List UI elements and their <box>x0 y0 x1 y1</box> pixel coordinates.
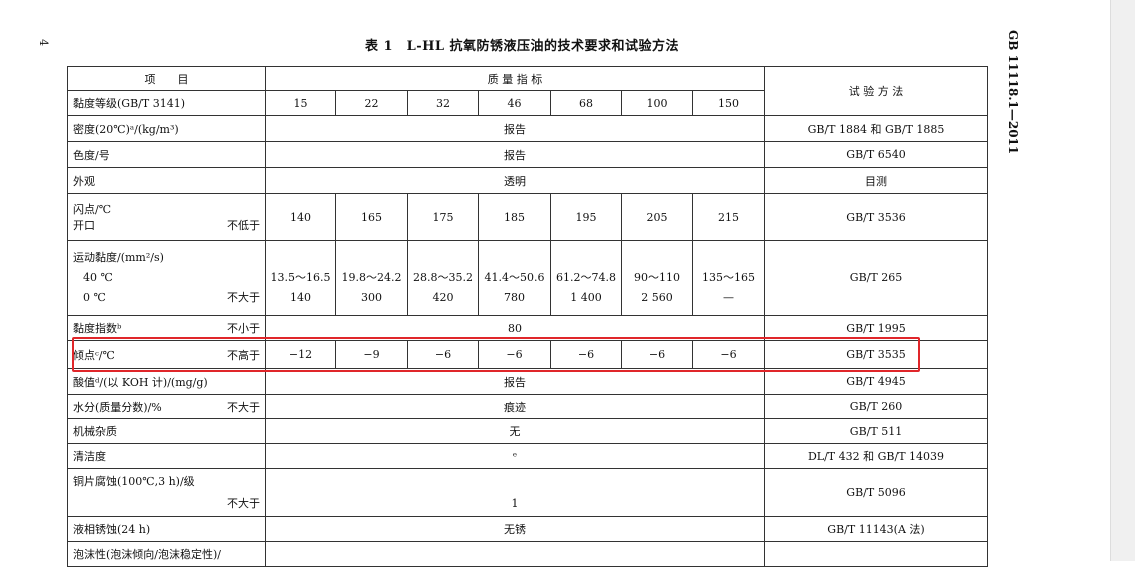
table-row: 液相锈蚀(24 h) 无锈 GB/T 11143(A 法) <box>67 516 988 542</box>
spec-table: 项 目质 量 指 标试 验 方 法 黏度等级(GB/T 3141) 15 22 32… <box>67 66 988 567</box>
table-row: 色度/号 报告 GB/T 6540 <box>67 141 988 168</box>
header-method: 试 验 方 法 <box>764 66 988 116</box>
table-row: 酸值ᵈ/(以 KOH 计)/(mg/g) 报告 GB/T 4945 <box>67 368 988 395</box>
table-row: 黏度等级(GB/T 3141) 15 22 32 46 68 100 150 <box>67 90 988 116</box>
table-row: 铜片腐蚀(100℃,3 h)/级 不大于 1 GB/T 5096 <box>67 468 988 517</box>
table-row-pour-point: 倾点ᶜ/℃ 不高于 −12 −9 −6 −6 −6 −6 −6 GB/T 3535 <box>67 340 988 369</box>
scrollbar[interactable] <box>1110 0 1135 561</box>
table-row: 密度(20℃)ᵃ/(kg/m³) 报告 GB/T 1884 和 GB/T 1885 <box>67 115 988 142</box>
header-item: 项 目 <box>67 66 266 91</box>
table-row: 清洁度 ᵉ DL/T 432 和 GB/T 14039 <box>67 443 988 469</box>
header-quality: 质 量 指 标 <box>265 66 765 91</box>
table-row: 闪点/℃ 开口 不低于 140 165 175 185 195 205 215 GB/T 3536 <box>67 193 988 241</box>
table-title: 表 1 L-HL 抗氧防锈液压油的技术要求和试验方法 <box>365 39 680 54</box>
table-row: 运动黏度/(mm²/s) 40 ℃ 0 ℃ 不大于 13.5～16.5 140 19.8… <box>67 240 988 316</box>
table-row: 外观 透明 目测 <box>67 167 988 194</box>
standard-id: GB 11118.1—2011 <box>1006 30 1020 155</box>
table-row: 黏度指数ᵇ 不小于 80 GB/T 1995 <box>67 315 988 341</box>
table-row: 机械杂质无 GB/T 511 <box>67 418 988 444</box>
table-row: 泡沫性(泡沫倾向/泡沫稳定性)/ <box>67 541 988 567</box>
table-row: 水分(质量分数)/% 不大于 痕迹 GB/T 260 <box>67 394 988 419</box>
page-number: 4 <box>37 39 50 46</box>
